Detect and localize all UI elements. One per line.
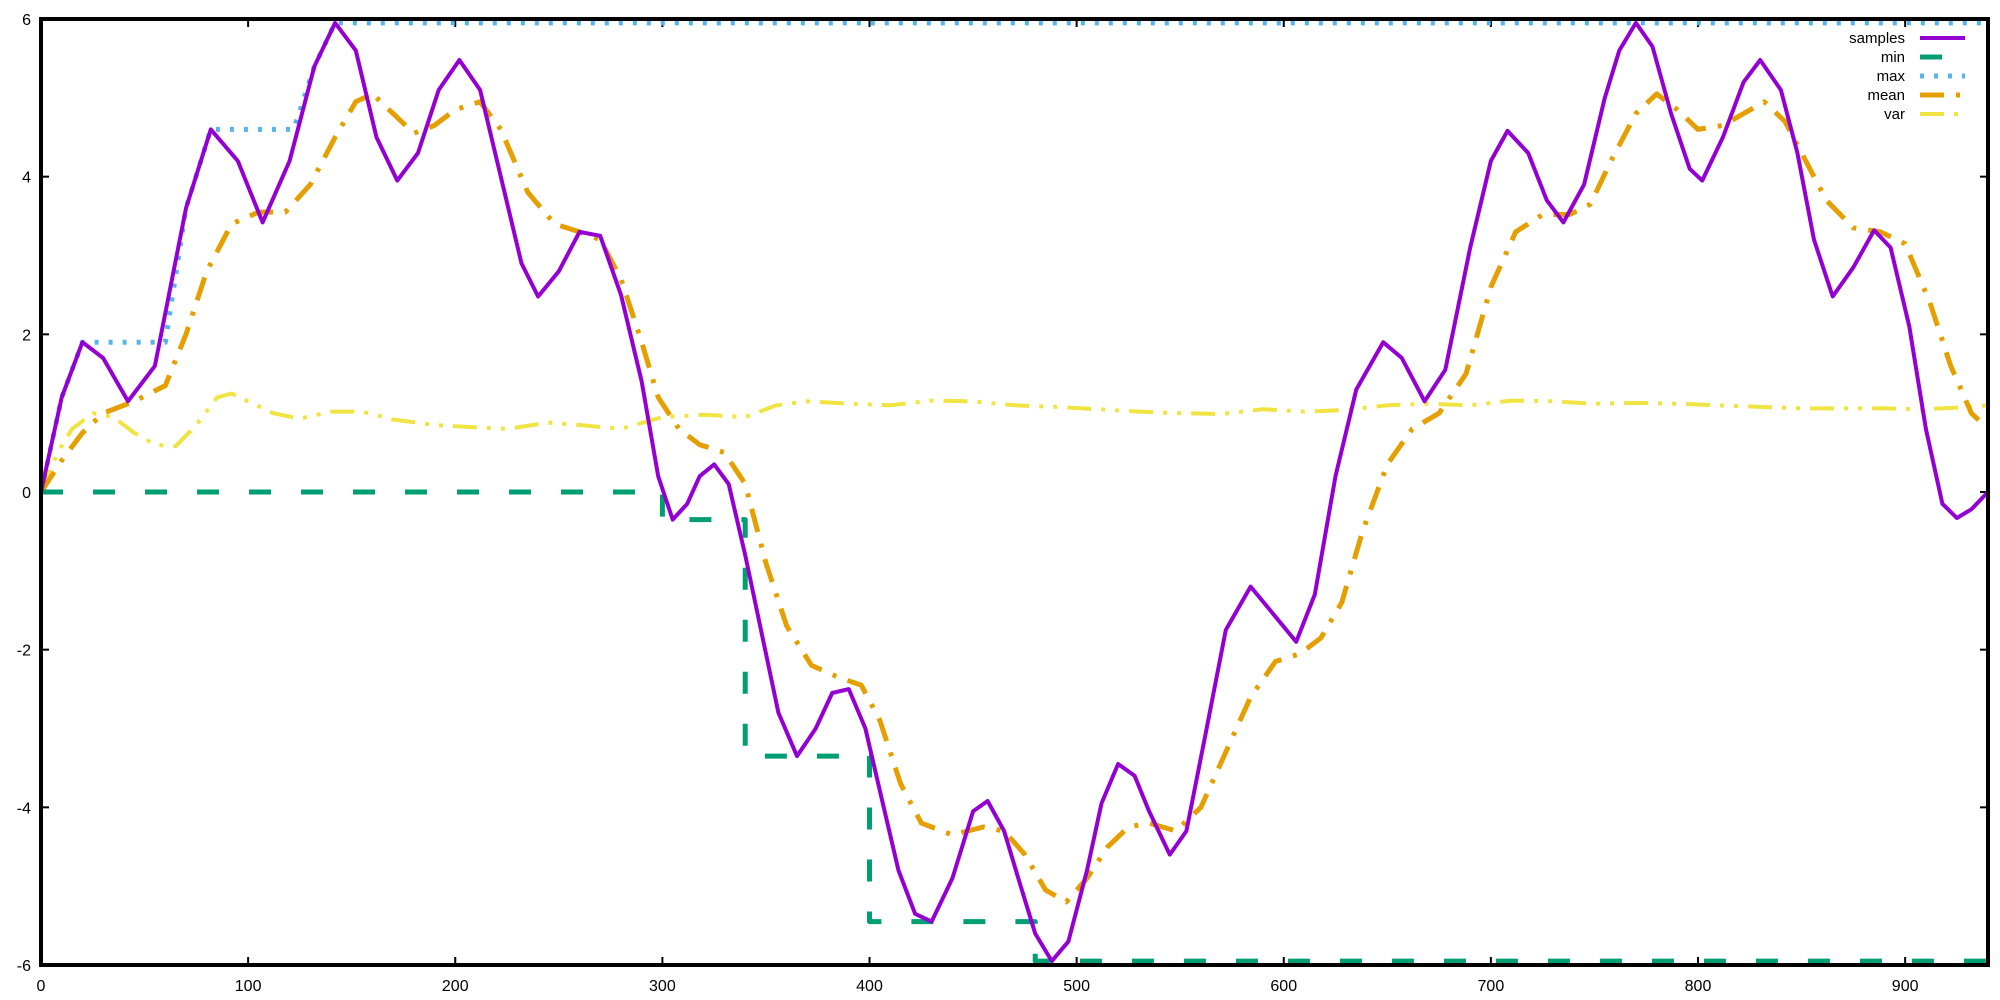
x-tick-label: 300 <box>649 978 676 995</box>
series-line-var <box>39 391 1989 493</box>
y-tick-label: 0 <box>22 485 31 502</box>
series-line-mean <box>38 91 1990 905</box>
x-tick-label: 0 <box>37 978 46 995</box>
legend: samples min max mean var <box>1849 30 1965 123</box>
plot-series <box>38 20 1990 964</box>
legend-label-max: max <box>1877 68 1906 85</box>
series-line-samples <box>39 20 1990 964</box>
legend-label-var: var <box>1884 106 1905 123</box>
y-tick-label: -4 <box>17 800 31 817</box>
y-tick-label: 6 <box>22 12 31 29</box>
x-tick-label: 700 <box>1478 978 1505 995</box>
x-tick-label: 600 <box>1270 978 1297 995</box>
x-tick-label: 100 <box>235 978 262 995</box>
y-tick-label: 2 <box>22 327 31 344</box>
x-tick-label: 900 <box>1892 978 1919 995</box>
legend-label-mean: mean <box>1867 87 1905 104</box>
axis-tick-labels: 0 100 200 300 400 500 600 700 800 900 -6 -4 -2 0 2 4 6 <box>17 12 1919 995</box>
plot-frame <box>39 17 1990 967</box>
x-tick-label: 200 <box>442 978 469 995</box>
y-tick-label: 4 <box>22 170 31 187</box>
y-tick-label: -2 <box>17 643 31 660</box>
x-tick-label: 800 <box>1685 978 1712 995</box>
x-tick-label: 400 <box>856 978 883 995</box>
x-tick-label: 500 <box>1063 978 1090 995</box>
y-tick-label: -6 <box>17 958 31 975</box>
legend-label-min: min <box>1881 49 1905 66</box>
legend-label-samples: samples <box>1849 30 1905 47</box>
series-line-min <box>41 489 1988 964</box>
